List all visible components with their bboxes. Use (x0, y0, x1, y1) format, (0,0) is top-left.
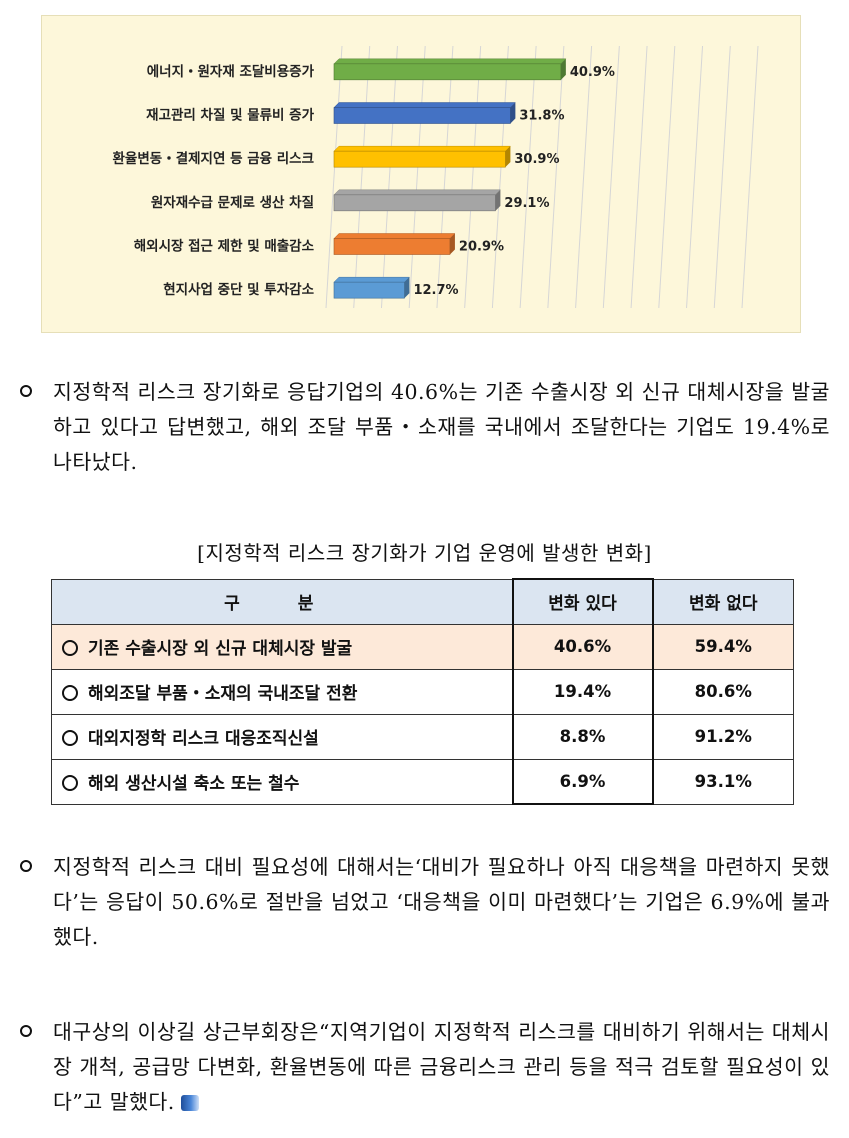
header-unchanged: 변화 없다 (652, 578, 794, 625)
row-item-label: 해외조달 부품・소재의 국내조달 전환 (88, 684, 358, 704)
gridline (602, 45, 620, 309)
circle-icon (62, 685, 78, 701)
row-item-label: 대외지정학 리스크 대응조직신설 (88, 729, 319, 749)
category-label: 원자재수급 문제로 생산 차질 (151, 194, 314, 211)
row-changed-value: 40.6% (511, 623, 654, 670)
bar-top-face (333, 102, 516, 108)
table-row: 대외지정학 리스크 대응조직신설 8.8% 91.2% (51, 713, 794, 760)
row-unchanged-value: 59.4% (652, 623, 794, 670)
gridline (713, 45, 731, 309)
gridline (325, 45, 343, 309)
bar-end-face (449, 233, 455, 255)
gridline (741, 45, 759, 309)
gridline (575, 45, 593, 309)
row-changed-value: 6.9% (511, 758, 654, 805)
table-header-row: 구 분 변화 있다 변화 없다 (51, 578, 794, 625)
bar-end-face (495, 189, 501, 211)
value-label: 12.7% (413, 283, 458, 298)
paragraph-1-text: 지정학적 리스크 장기화로 응답기업의 40.6%는 기존 수출시장 외 신규 … (53, 380, 830, 474)
value-label: 29.1% (504, 196, 549, 211)
bar-end-face (510, 102, 516, 124)
circle-icon (62, 775, 78, 791)
row-changed-value: 19.4% (511, 668, 654, 715)
gridline (436, 45, 454, 309)
bar-end-face (505, 146, 511, 168)
gridline (464, 45, 482, 309)
paragraph-2: 지정학적 리스크 대비 필요성에 대해서는‘대비가 필요하나 아직 대응책을 마… (20, 850, 830, 955)
bullet-circle-icon (20, 385, 32, 397)
category-label: 에너지・원자재 조달비용증가 (147, 64, 315, 80)
paragraph-3: 대구상의 이상길 상근부회장은“지역기업이 지정학적 리스크를 대비하기 위해서… (20, 1015, 830, 1120)
category-label: 재고관리 차질 및 물류비 증가 (146, 107, 314, 124)
row-item-label: 해외 생산시설 축소 또는 철수 (88, 774, 300, 794)
gridline (380, 45, 398, 309)
row-item: 해외조달 부품・소재의 국내조달 전환 (51, 668, 513, 715)
row-item: 기존 수출시장 외 신규 대체시장 발굴 (51, 623, 513, 670)
paragraph-2-text: 지정학적 리스크 대비 필요성에 대해서는‘대비가 필요하나 아직 대응책을 마… (53, 855, 830, 949)
bar (333, 194, 496, 212)
circle-icon (62, 730, 78, 746)
value-label: 31.8% (519, 109, 564, 124)
bar (333, 107, 511, 124)
bar (333, 238, 451, 255)
bar-end-face (404, 277, 410, 299)
table-row: 해외조달 부품・소재의 국내조달 전환 19.4% 80.6% (51, 668, 794, 715)
gridline (686, 45, 704, 309)
circle-icon (62, 640, 78, 656)
bar-chart: 에너지・원자재 조달비용증가 40.9% 재고관리 차질 및 물류비 증가 31.8%… (41, 15, 801, 333)
row-unchanged-value: 91.2% (652, 713, 794, 760)
bullet-circle-icon (20, 860, 32, 872)
row-unchanged-value: 80.6% (652, 668, 794, 715)
chart-canvas: 에너지・원자재 조달비용증가 40.9% 재고관리 차질 및 물류비 증가 31.8%… (113, 45, 759, 309)
header-changed: 변화 있다 (511, 578, 654, 625)
end-mark-icon (180, 1095, 199, 1111)
row-changed-value: 8.8% (511, 713, 654, 760)
header-category: 구 분 (51, 578, 513, 625)
bar-top-face (333, 233, 456, 239)
bullet-circle-icon (20, 1025, 32, 1037)
gridline (658, 45, 676, 309)
gridline (547, 45, 565, 309)
bar-top-face (333, 189, 502, 196)
value-label: 30.9% (514, 152, 559, 167)
row-item: 대외지정학 리스크 대응조직신설 (51, 713, 513, 760)
bar (333, 281, 405, 299)
row-item-label: 기존 수출시장 외 신규 대체시장 발굴 (88, 639, 353, 659)
value-label: 40.9% (570, 65, 615, 80)
table-row: 해외 생산시설 축소 또는 철수 6.9% 93.1% (51, 758, 794, 805)
bar (333, 63, 562, 81)
gridline (353, 45, 371, 309)
row-unchanged-value: 93.1% (652, 758, 794, 805)
category-label: 현지사업 중단 및 투자감소 (163, 281, 314, 298)
bar (333, 150, 506, 168)
table-caption: [지정학적 리스크 장기화가 기업 운영에 발생한 변화] (197, 541, 652, 565)
table-row: 기존 수출시장 외 신규 대체시장 발굴 40.6% 59.4% (51, 623, 794, 670)
gridline (491, 45, 509, 309)
category-label: 해외시장 접근 제한 및 매출감소 (134, 238, 315, 255)
value-label: 20.9% (459, 240, 504, 255)
category-label: 환율변동・결제지연 등 금융 리스크 (113, 150, 314, 167)
bar-top-face (333, 276, 411, 283)
paragraph-3-wrap: 대구상의 이상길 상근부회장은“지역기업이 지정학적 리스크를 대비하기 위해서… (53, 1015, 830, 1120)
bar-end-face (560, 58, 566, 80)
gridline (630, 45, 648, 309)
change-table: 구 분 변화 있다 변화 없다 기존 수출시장 외 신규 대체시장 발굴 40.… (51, 578, 794, 805)
gridline (408, 45, 426, 309)
bar-top-face (333, 145, 511, 152)
bar-top-face (333, 58, 567, 65)
paragraph-1: 지정학적 리스크 장기화로 응답기업의 40.6%는 기존 수출시장 외 신규 … (20, 375, 830, 480)
paragraph-3-text: 대구상의 이상길 상근부회장은“지역기업이 지정학적 리스크를 대비하기 위해서… (53, 1020, 830, 1114)
gridline (519, 45, 537, 309)
row-item: 해외 생산시설 축소 또는 철수 (51, 758, 513, 805)
